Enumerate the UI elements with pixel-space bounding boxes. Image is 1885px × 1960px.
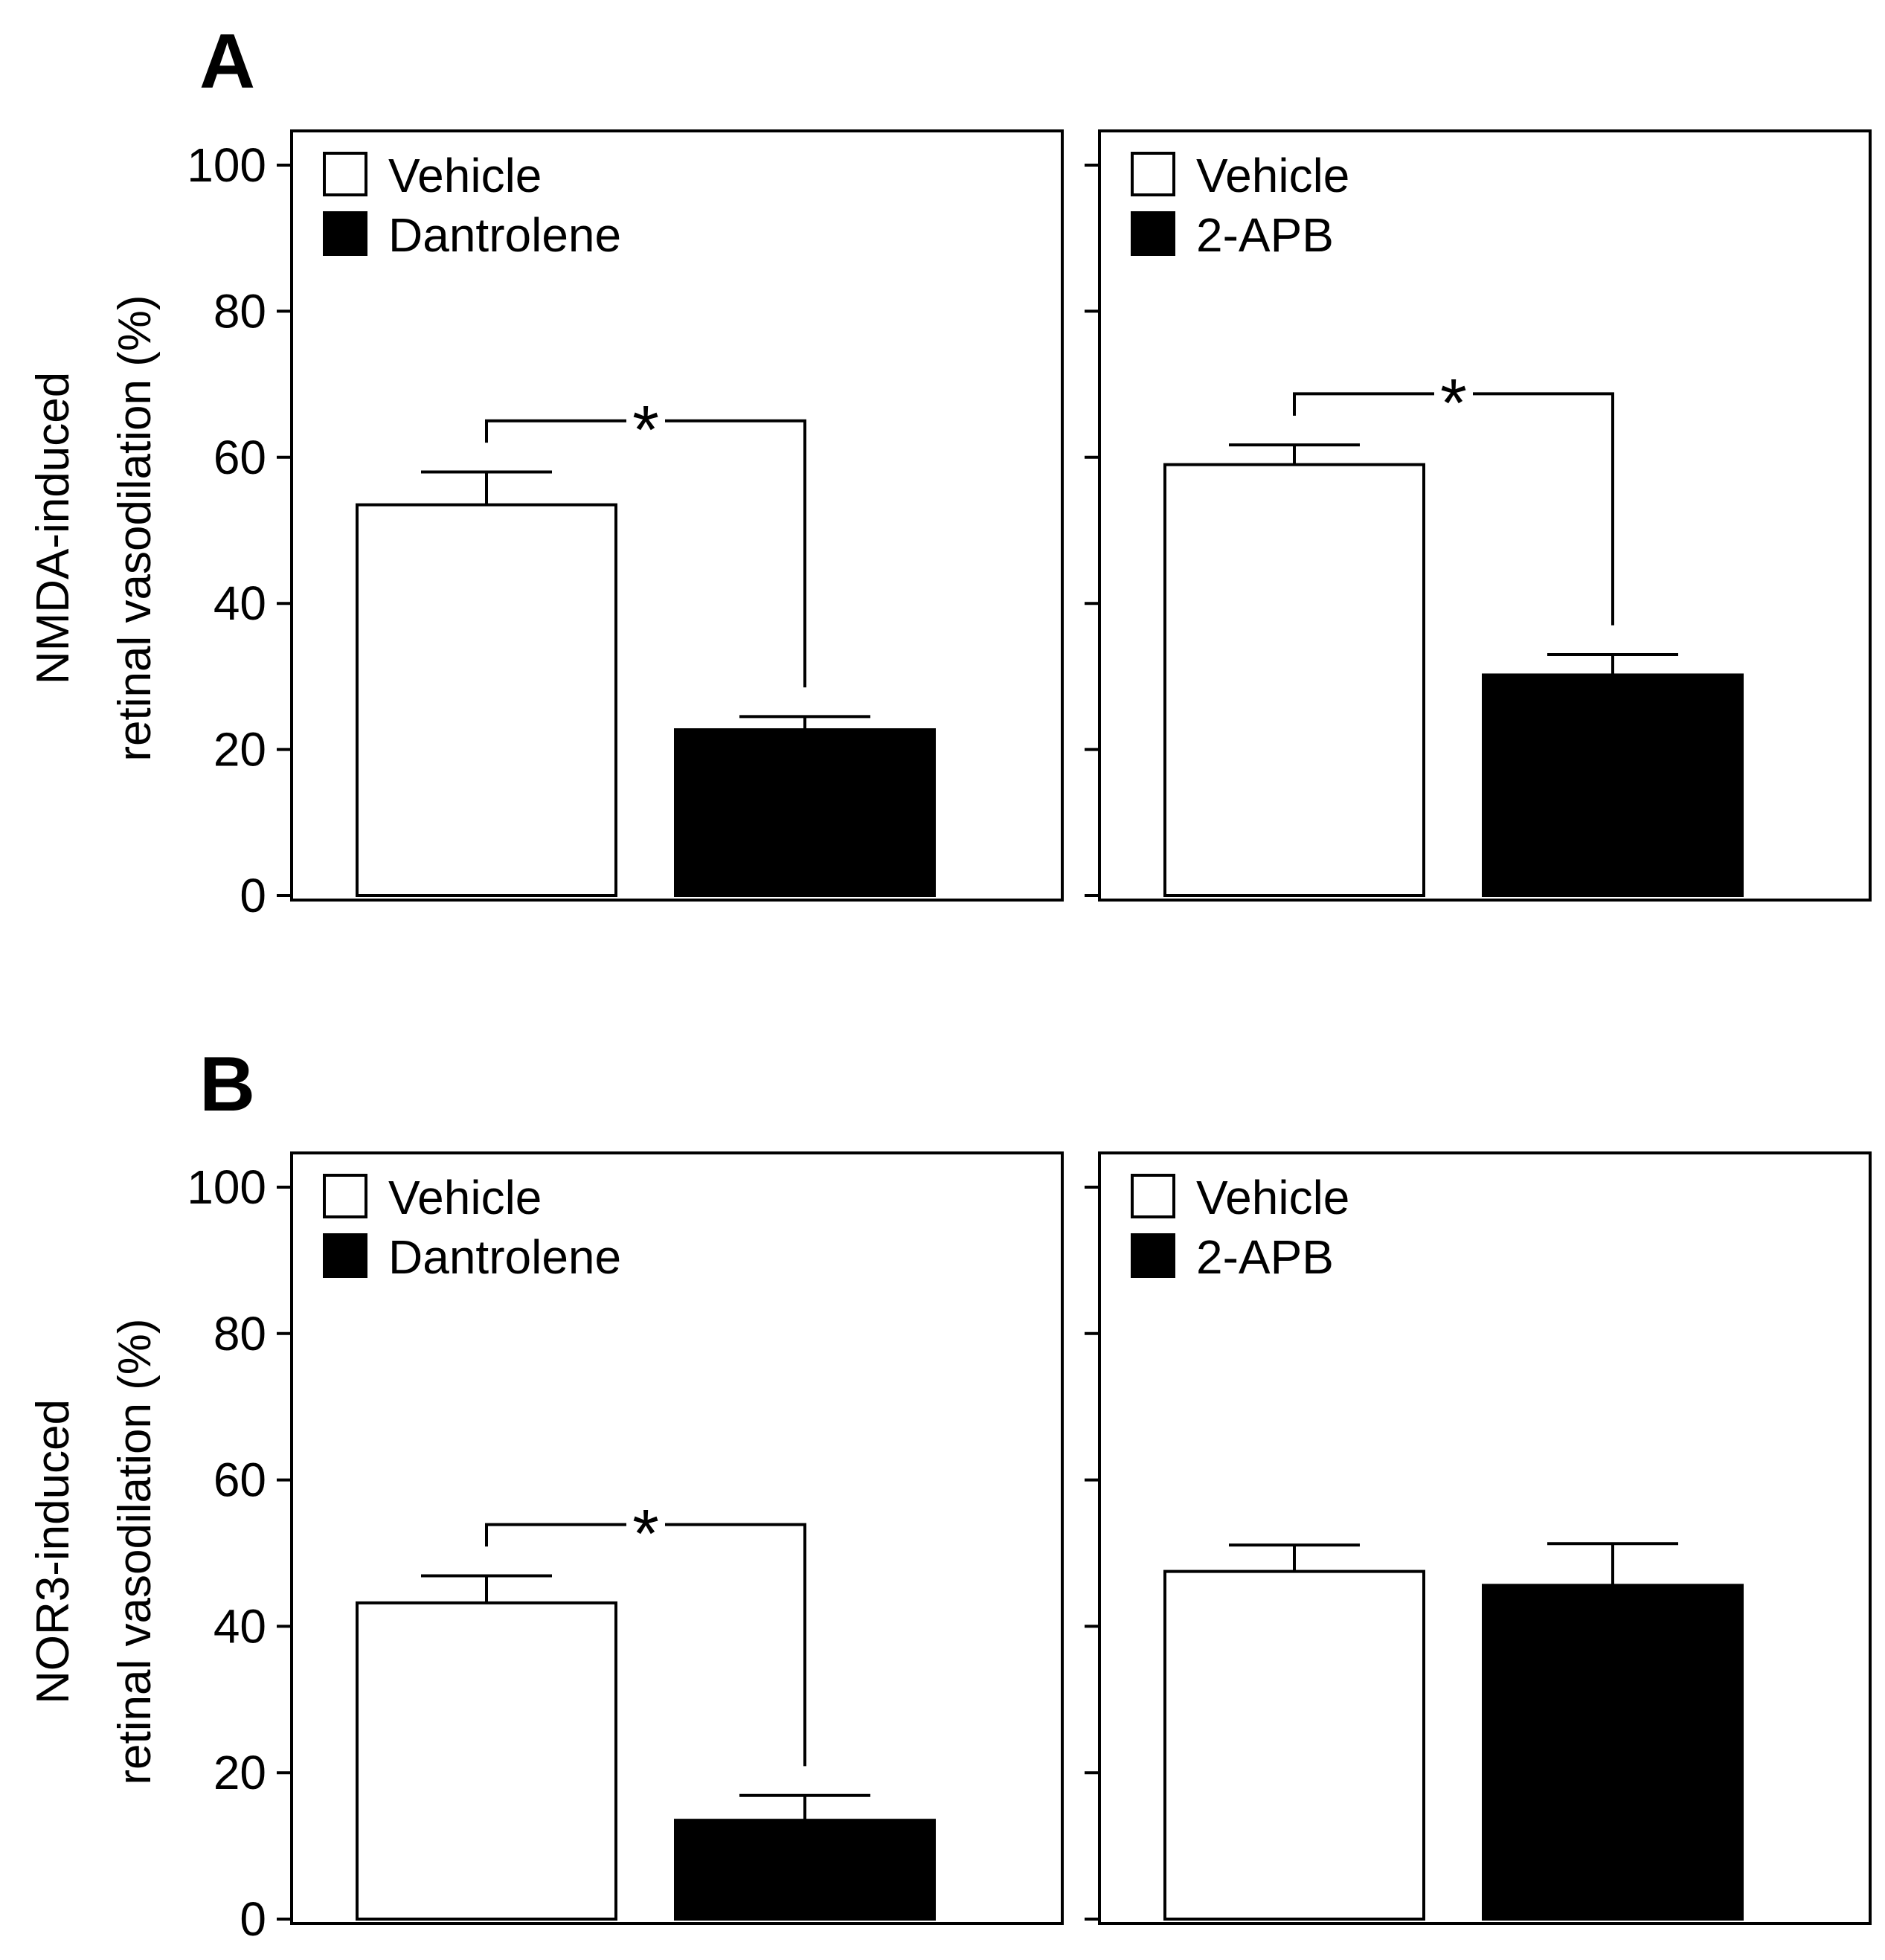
panel-a-left: 0 20 40 60 80 100 * Vehicle Dantrolene <box>187 129 1064 922</box>
b-left-significance-star: * <box>632 1497 659 1572</box>
b-right-legend-label-1: 2-APB <box>1196 1230 1334 1284</box>
b-left-legend-label-0: Vehicle <box>388 1171 542 1224</box>
a-left-frame <box>290 129 1064 902</box>
b-left-significance-gap <box>626 1518 665 1531</box>
b-left-legend-label-1: Dantrolene <box>388 1230 621 1284</box>
b-right-legend-label-0: Vehicle <box>1196 1171 1349 1224</box>
a-left-legend-swatch-1 <box>323 211 367 256</box>
b-left-tick-label-60: 60 <box>213 1453 266 1507</box>
a-right-legend-label-1: 2-APB <box>1196 208 1334 262</box>
panel-letter-a: A <box>199 19 255 105</box>
b-right-bar-2-apb <box>1482 1584 1744 1921</box>
a-left-tick-label-100: 100 <box>187 138 266 192</box>
a-left-legend-label-1: Dantrolene <box>388 208 621 262</box>
b-left-tick-label-80: 80 <box>213 1307 266 1360</box>
a-left-tick-label-20: 20 <box>213 723 266 777</box>
a-left-bar-vehicle <box>356 503 617 897</box>
a-left-tick-label-0: 0 <box>240 869 266 922</box>
b-left-tick-label-0: 0 <box>240 1892 266 1946</box>
a-right-legend-swatch-0 <box>1131 152 1175 196</box>
a-right-significance-gap <box>1434 388 1473 400</box>
y-axis-title-b: NOR3-induced retinal vasodilation (%) <box>28 1318 161 1784</box>
a-left-legend-label-0: Vehicle <box>388 149 542 202</box>
a-left-significance-star: * <box>632 393 659 469</box>
b-right-bar-vehicle <box>1163 1569 1425 1921</box>
b-left-tick-label-100: 100 <box>187 1160 266 1214</box>
y-axis-title-b-line1: NOR3-induced <box>28 1399 79 1704</box>
b-right-frame <box>1098 1151 1872 1925</box>
y-axis-title-a-line1: NMDA-induced <box>28 372 79 684</box>
a-right-legend-swatch-1 <box>1131 211 1175 256</box>
a-left-significance-gap <box>626 414 665 427</box>
b-left-tick-label-40: 40 <box>213 1599 266 1653</box>
a-right-significance-star: * <box>1440 365 1467 441</box>
a-left-tick-label-40: 40 <box>213 576 266 630</box>
b-left-legend-swatch-0 <box>323 1174 367 1218</box>
a-right-bar-2-apb <box>1482 673 1744 897</box>
panel-letter-b: B <box>199 1041 255 1128</box>
b-left-legend-swatch-1 <box>323 1233 367 1278</box>
panel-b-left: 0 20 40 60 80 100 * Vehicle Dantrolene <box>187 1151 1064 1946</box>
y-axis-title-b-line2: retinal vasodilation (%) <box>109 1318 161 1784</box>
y-axis-title-a-line2: retinal vasodilation (%) <box>109 295 161 761</box>
panel-b-right: Vehicle 2-APB <box>1085 1151 1872 1925</box>
a-left-tick-label-60: 60 <box>213 431 266 484</box>
b-left-bar-vehicle <box>356 1601 617 1921</box>
b-left-tick-label-20: 20 <box>213 1746 266 1799</box>
a-right-legend-label-0: Vehicle <box>1196 149 1349 202</box>
b-left-frame <box>290 1151 1064 1925</box>
b-right-legend-swatch-1 <box>1131 1233 1175 1278</box>
panel-a-right: * Vehicle 2-APB <box>1085 129 1872 902</box>
b-left-bar-dantrolene <box>674 1819 936 1921</box>
a-left-bar-dantrolene <box>674 728 936 897</box>
a-left-legend-swatch-0 <box>323 152 367 196</box>
b-right-legend-swatch-0 <box>1131 1174 1175 1218</box>
y-axis-title-a: NMDA-induced retinal vasodilation (%) <box>28 295 161 761</box>
a-left-tick-label-80: 80 <box>213 284 266 338</box>
a-right-frame <box>1098 129 1872 902</box>
a-right-bar-vehicle <box>1163 463 1425 897</box>
